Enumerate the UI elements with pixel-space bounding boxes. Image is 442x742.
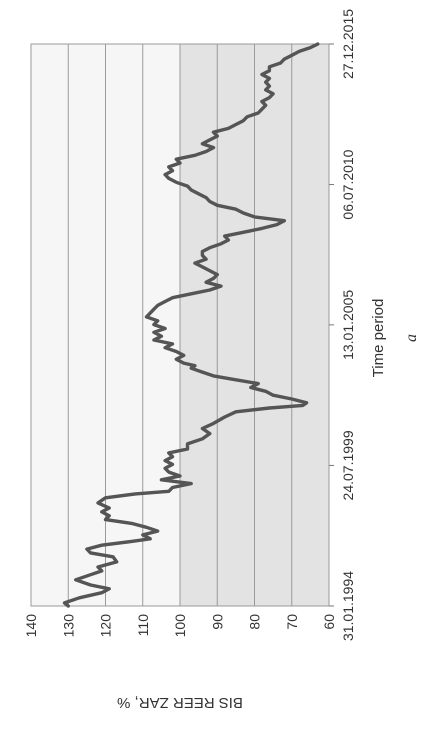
value-tick-label: 110 — [135, 614, 151, 637]
value-tick-label: 60 — [321, 614, 337, 630]
time-tick-label: 24.07.1999 — [340, 430, 356, 500]
value-tick-label: 130 — [60, 614, 76, 638]
y-axis-title: BIS REER ZAR, % — [117, 694, 243, 711]
value-tick-label: 90 — [209, 614, 225, 630]
reer-series-line — [62, 42, 320, 608]
value-tick-label: 120 — [98, 614, 114, 638]
value-tick-label: 70 — [284, 614, 300, 630]
time-tick-label: 27.12.2015 — [340, 9, 356, 79]
value-tick-label: 140 — [23, 614, 39, 638]
value-tick-label: 80 — [247, 614, 263, 630]
time-tick-label: 31.01.1994 — [340, 571, 356, 641]
figure-caption: a — [403, 334, 420, 342]
time-tick-label: 06.07.2010 — [340, 149, 356, 219]
time-tick-label: 13.01.2005 — [340, 290, 356, 360]
plot-area: 60 70 80 90 100 110 120 130 140 31.01.1994 24.07.1… — [23, 9, 356, 641]
x-axis-title: Time period — [370, 299, 387, 378]
value-tick-label: 100 — [172, 614, 188, 638]
